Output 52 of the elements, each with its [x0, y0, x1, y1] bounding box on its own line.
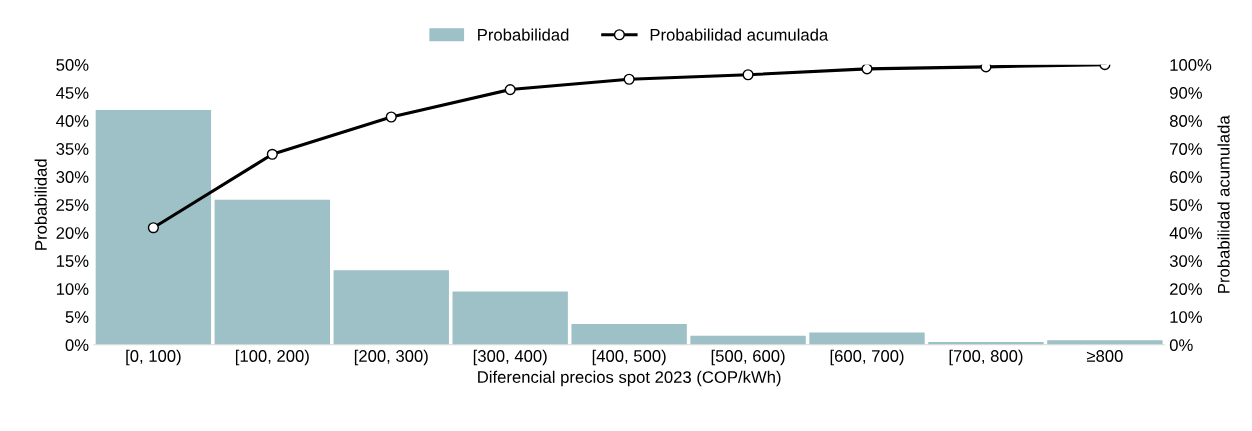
x-tick-label: [200, 300): [354, 349, 428, 366]
x-tick-label: [600, 700): [830, 349, 904, 366]
x-axis-title: Diferencial precios spot 2023 (COP/kWh): [478, 370, 781, 387]
y2-tick-label: 60%: [1170, 171, 1202, 183]
y-tick-label: 30%: [56, 171, 89, 183]
y-tick-label: 10%: [56, 283, 89, 295]
y-tick-label: 25%: [56, 199, 89, 211]
y2-tick-label: 20%: [1170, 283, 1202, 295]
x-tick-label: [400, 500): [592, 349, 666, 366]
y2-tick-label: 70%: [1170, 143, 1202, 155]
legend-label: Probabilidad: [478, 28, 569, 41]
y-tick-label: 50%: [56, 59, 89, 71]
y-tick-label: 35%: [56, 143, 89, 155]
y-tick-label: 45%: [56, 87, 89, 99]
y-tick-label: 5%: [65, 311, 89, 323]
bar: [690, 335, 806, 345]
y2-tick-label: 30%: [1169, 255, 1202, 267]
y2-tick-label: 40%: [1169, 227, 1202, 239]
x-tick-label: [300, 400): [473, 349, 547, 366]
y-tick-label: 20%: [56, 227, 89, 239]
x-tick-label: [500, 600): [711, 349, 785, 366]
y2-tick-label: 50%: [1169, 199, 1202, 211]
x-tick-label: [0, 100): [126, 349, 181, 366]
bar: [452, 291, 568, 345]
point: [147, 222, 159, 234]
bar: [1047, 340, 1163, 345]
point: [504, 84, 516, 96]
point: [266, 148, 278, 160]
point: [385, 111, 397, 123]
bar: [571, 324, 687, 345]
y2-axis-title: Probabilidad acumulada: [1217, 115, 1230, 293]
y2-tick-label: 80%: [1169, 115, 1202, 127]
point: [623, 73, 635, 85]
x-tick-label: ≥800: [1086, 350, 1123, 362]
y-tick-label: 0%: [65, 339, 89, 351]
bar: [809, 332, 925, 345]
y2-tick-label: 0%: [1169, 339, 1193, 351]
point: [980, 64, 992, 73]
bar: [214, 199, 330, 345]
y2-tick-label: 90%: [1170, 87, 1202, 99]
bar: [95, 110, 212, 345]
legend-label: Probabilidad acumulada: [650, 28, 829, 41]
point: [861, 64, 873, 75]
y-axis-title: Probabilidad: [34, 159, 47, 250]
x-tick-label: [700, 800): [949, 349, 1023, 366]
x-tick-label: [100, 200): [235, 349, 309, 366]
y2-tick-label: 100%: [1170, 59, 1212, 71]
y-tick-label: 15%: [56, 255, 89, 267]
y-tick-label: 40%: [56, 115, 89, 127]
bar: [333, 270, 449, 345]
point: [742, 69, 754, 81]
y2-tick-label: 10%: [1170, 311, 1202, 323]
